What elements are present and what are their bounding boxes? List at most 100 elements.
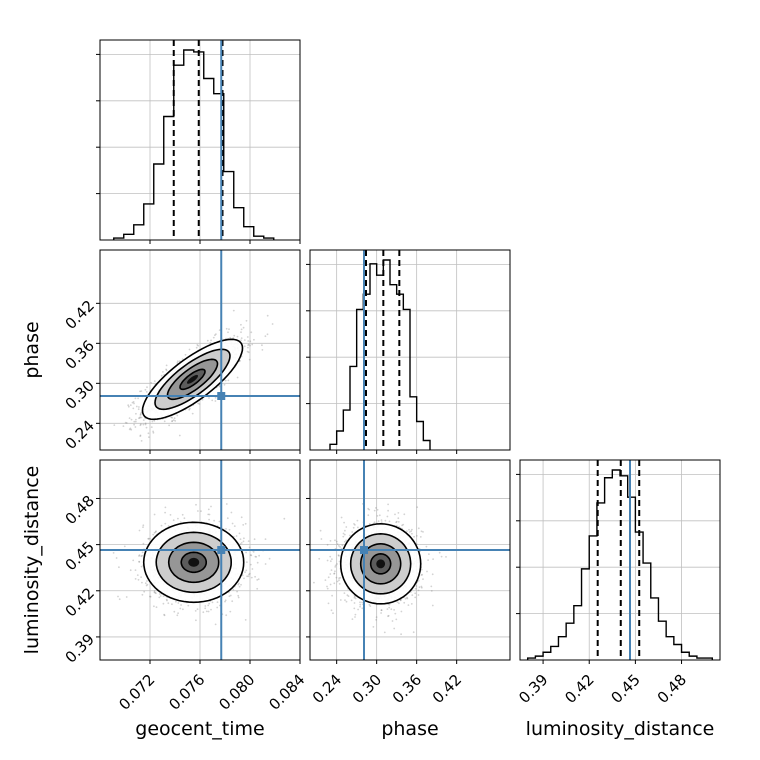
sample-point xyxy=(142,423,145,426)
sample-point xyxy=(336,580,339,583)
sample-point xyxy=(331,594,333,597)
sample-point xyxy=(111,455,113,457)
sample-point xyxy=(191,412,194,415)
panel-frame xyxy=(519,459,721,661)
sample-point xyxy=(144,422,147,425)
sample-point xyxy=(153,513,156,516)
sample-point xyxy=(354,595,356,598)
sample-point xyxy=(417,594,420,596)
sample-point xyxy=(335,540,338,543)
density-peak xyxy=(376,559,386,569)
sample-point xyxy=(256,561,259,564)
sample-point xyxy=(155,606,158,609)
sample-point xyxy=(244,522,247,525)
sample-point xyxy=(138,417,140,420)
sample-point xyxy=(430,585,433,588)
sample-point xyxy=(329,573,332,575)
sample-point xyxy=(171,420,174,422)
joint-panel-geocent_time-phase xyxy=(96,249,301,457)
sample-point xyxy=(420,530,423,533)
sample-point xyxy=(214,334,216,337)
sample-point xyxy=(216,601,219,604)
sample-point xyxy=(332,612,334,615)
sample-point xyxy=(166,599,168,602)
sample-point xyxy=(354,613,357,616)
sample-point xyxy=(150,382,153,384)
sample-point xyxy=(333,572,335,575)
sample-point xyxy=(229,610,232,613)
sample-point xyxy=(141,593,144,596)
sample-point xyxy=(378,514,381,517)
sample-point xyxy=(151,420,154,423)
sample-point xyxy=(255,556,258,558)
sample-point xyxy=(162,602,165,605)
sample-point xyxy=(178,434,181,437)
sample-point xyxy=(139,417,141,419)
sample-point xyxy=(142,524,145,527)
sample-point xyxy=(140,576,143,578)
sample-point xyxy=(176,614,179,617)
sample-point xyxy=(339,599,342,601)
sample-point xyxy=(266,333,269,336)
sample-point xyxy=(218,385,221,388)
sample-point xyxy=(408,531,411,533)
sample-point xyxy=(134,426,137,428)
sample-point xyxy=(127,405,130,408)
sample-point xyxy=(153,590,156,592)
sample-point xyxy=(176,414,179,417)
contour-line xyxy=(155,531,233,594)
contour-line xyxy=(359,542,402,585)
sample-point xyxy=(400,610,403,613)
sample-point xyxy=(146,583,149,586)
sample-point xyxy=(226,517,229,520)
sample-point xyxy=(212,336,215,339)
sample-point xyxy=(195,619,197,622)
y-tick-label: 0.45 xyxy=(62,538,98,574)
sample-point xyxy=(231,600,234,603)
sample-point xyxy=(225,327,228,330)
sample-point xyxy=(430,590,433,592)
sample-point xyxy=(258,554,260,557)
sample-point xyxy=(413,535,415,538)
sample-point xyxy=(152,431,155,434)
sample-point xyxy=(247,540,250,542)
sample-point xyxy=(326,585,328,588)
sample-point xyxy=(252,551,255,553)
sample-point xyxy=(131,401,134,404)
sample-point xyxy=(373,509,376,512)
sample-point xyxy=(420,586,423,589)
sample-point xyxy=(229,594,232,597)
sample-point xyxy=(388,520,391,523)
sample-point xyxy=(414,592,417,595)
sample-point xyxy=(397,512,400,514)
sample-point xyxy=(308,593,310,595)
sample-point xyxy=(214,396,217,399)
sample-point xyxy=(257,578,260,581)
sample-point xyxy=(342,535,345,538)
sample-point xyxy=(213,519,216,522)
sample-point xyxy=(264,563,267,565)
sample-point xyxy=(218,520,221,523)
sample-point xyxy=(196,608,199,611)
sample-point xyxy=(361,601,363,604)
sample-point xyxy=(331,558,333,560)
sample-point xyxy=(254,555,257,558)
sample-point xyxy=(165,364,168,367)
sample-point xyxy=(327,576,330,579)
sample-point xyxy=(197,344,200,347)
sample-point xyxy=(113,424,116,426)
sample-point xyxy=(139,416,142,419)
sample-point xyxy=(416,506,419,509)
sample-point xyxy=(138,561,141,563)
sample-point xyxy=(359,603,362,606)
sample-point xyxy=(146,580,148,582)
sample-point xyxy=(140,423,142,426)
sample-point xyxy=(394,513,396,516)
sample-point xyxy=(256,579,259,581)
sample-point xyxy=(175,600,177,603)
sample-point xyxy=(233,525,236,527)
sample-point xyxy=(386,515,389,518)
histogram-geocent_time xyxy=(113,49,275,240)
sample-point xyxy=(210,339,213,342)
sample-point xyxy=(408,528,410,531)
